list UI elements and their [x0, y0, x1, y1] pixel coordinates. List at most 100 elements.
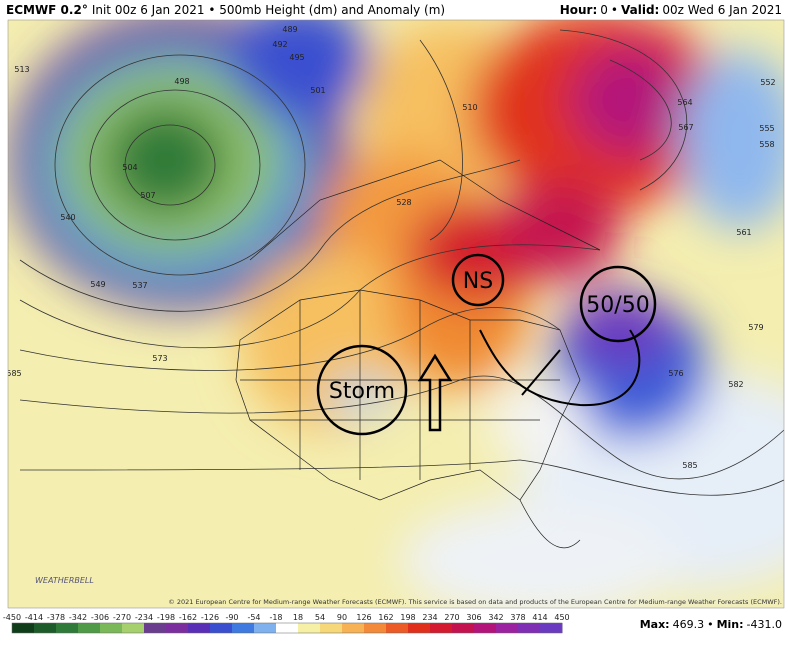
colorbar-tick-label: -90	[225, 613, 238, 622]
contour-label: 579	[748, 323, 763, 332]
colorbar-segment	[386, 623, 409, 633]
annotation-50-50: 50/50	[586, 293, 649, 318]
colorbar-tick-label: 378	[510, 613, 525, 622]
contour-label: 507	[140, 191, 155, 200]
colorbar-tick-label: 234	[422, 613, 437, 622]
logo: WEATHERBELL	[35, 576, 94, 585]
annotation-storm: Storm	[329, 379, 395, 404]
colorbar-tick-label: 306	[466, 613, 481, 622]
contour-label: 558	[759, 140, 774, 149]
contour-label: 576	[668, 369, 683, 378]
colorbar-tick-label: 450	[554, 613, 569, 622]
colorbar-frame	[11, 622, 563, 634]
contour-label: 573	[152, 354, 167, 363]
colorbar-tick-label: -162	[179, 613, 197, 622]
colorbar-segment	[254, 623, 277, 633]
colorbar-tick-label: 198	[400, 613, 415, 622]
contour-label: 564	[677, 98, 692, 107]
contour-label: 585	[682, 461, 697, 470]
colorbar-tick-label: -414	[25, 613, 43, 622]
colorbar-segment	[12, 623, 35, 633]
colorbar-segment	[122, 623, 145, 633]
colorbar-segment	[408, 623, 431, 633]
header-title: Init 00z 6 Jan 2021 • 500mb Height (dm) …	[92, 3, 445, 17]
colorbar-tick-label: 90	[337, 613, 347, 622]
colorbar-segment	[342, 623, 365, 633]
colorbar-tick-label: -126	[201, 613, 219, 622]
colorbar-tick-label: 270	[444, 613, 459, 622]
annotation-shapes	[316, 253, 657, 436]
max-value: 469.3	[673, 618, 705, 631]
contour-label: 555	[759, 124, 774, 133]
model-name: ECMWF 0.2°	[6, 3, 88, 17]
contour-label: 549	[90, 280, 105, 289]
contour-label: 552	[760, 78, 775, 87]
colorbar-tick-label: -18	[269, 613, 282, 622]
colorbar: -450 -414 -378 -342 -306 -270 -234 -198 -162 -126…	[3, 613, 570, 634]
colorbar-tick-label: -234	[135, 613, 153, 622]
contour-label: 582	[728, 380, 743, 389]
contour-label: 510	[462, 103, 477, 112]
colorbar-segment	[276, 623, 299, 633]
contour-label: 513	[14, 65, 29, 74]
colorbar-segment	[210, 623, 233, 633]
anomaly-field	[10, 20, 784, 608]
colorbar-segment	[320, 623, 343, 633]
colorbar-tick-label: 18	[293, 613, 303, 622]
header-right: Hour: 0 • Valid: 00z Wed 6 Jan 2021	[560, 3, 782, 17]
hour-label: Hour:	[560, 3, 598, 17]
colorbar-segment	[430, 623, 453, 633]
colorbar-segment	[232, 623, 255, 633]
colorbar-segment	[518, 623, 541, 633]
colorbar-tick-label: 54	[315, 613, 325, 622]
colorbar-tick-label: -342	[69, 613, 87, 622]
contour-label: 489	[282, 25, 297, 34]
boundaries	[235, 159, 601, 549]
colorbar-segment	[34, 623, 57, 633]
hour: 0	[600, 3, 608, 17]
colorbar-segment	[364, 623, 387, 633]
contour-label: 498	[174, 77, 189, 86]
colorbar-tick-label: 414	[532, 613, 547, 622]
colorbar-segment	[474, 623, 497, 633]
colorbar-segment	[540, 623, 563, 633]
colorbar-segment	[298, 623, 321, 633]
contour-label: 501	[310, 86, 325, 95]
header-left: ECMWF 0.2° Init 00z 6 Jan 2021 • 500mb He…	[6, 3, 445, 17]
contour-label: 492	[272, 40, 287, 49]
contour-label: 504	[122, 163, 137, 172]
contour-label: 567	[678, 123, 693, 132]
height-contours	[19, 29, 784, 496]
colorbar-tick-label: -378	[47, 613, 65, 622]
stats: Max: 469.3 • Min: -431.0	[640, 618, 782, 631]
colorbar-segment	[166, 623, 189, 633]
colorbar-segment	[100, 623, 123, 633]
colorbar-tick-label: 342	[488, 613, 503, 622]
colorbar-segment	[188, 623, 211, 633]
contour-label: 540	[60, 213, 75, 222]
colorbar-tick-label: -270	[113, 613, 131, 622]
contour-label: 537	[132, 281, 147, 290]
colorbar-segment	[496, 623, 519, 633]
colorbar-segment	[452, 623, 475, 633]
min-label: Min:	[717, 618, 744, 631]
colorbar-segment	[56, 623, 79, 633]
colorbar-tick-label: -450	[3, 613, 21, 622]
min-value: -431.0	[747, 618, 782, 631]
colorbar-segment	[78, 623, 101, 633]
contour-label: 495	[289, 53, 304, 62]
colorbar-tick-label: 126	[356, 613, 371, 622]
colorbar-tick-label: 162	[378, 613, 393, 622]
colorbar-tick-label: -198	[157, 613, 175, 622]
valid: 00z Wed 6 Jan 2021	[662, 3, 782, 17]
colorbar-tick-label: -306	[91, 613, 109, 622]
max-label: Max:	[640, 618, 670, 631]
copyright: © 2021 European Centre for Medium-range …	[168, 598, 782, 606]
annotation-ns: NS	[463, 269, 493, 294]
contour-label: 585	[6, 369, 21, 378]
valid-label: Valid:	[621, 3, 659, 17]
contour-label: 561	[736, 228, 751, 237]
